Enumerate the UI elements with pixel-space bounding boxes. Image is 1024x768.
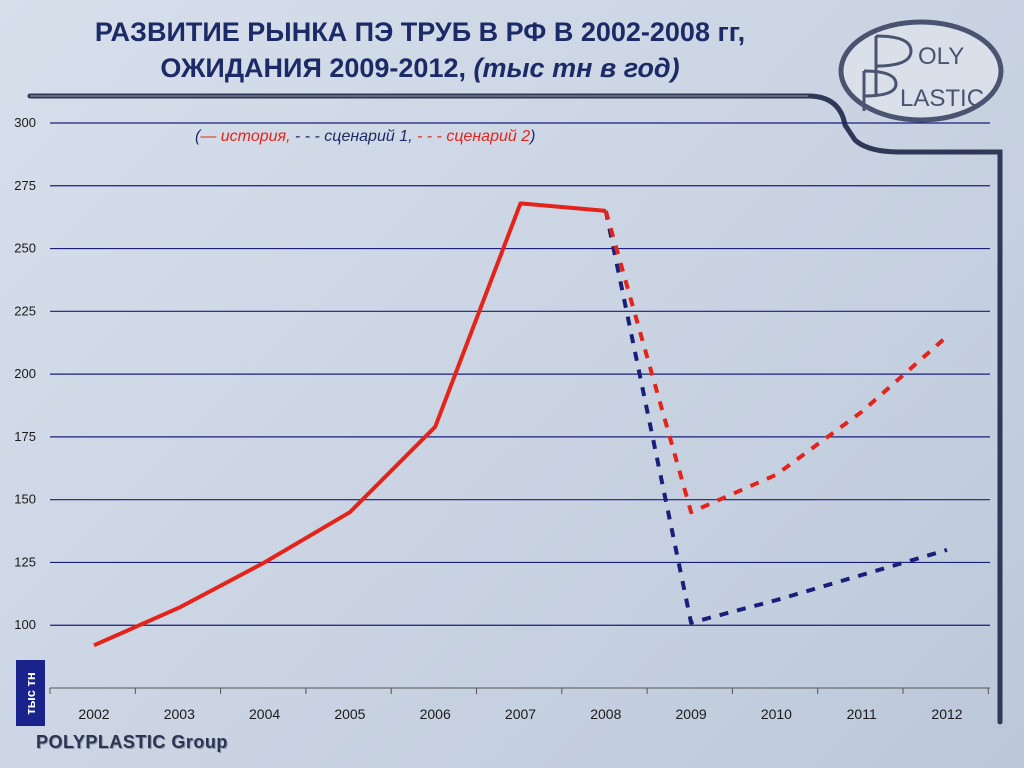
legend-history-label: история, (220, 128, 291, 145)
y-axis-label-box: тыс тн (16, 660, 45, 726)
series-line-3 (603, 210, 949, 515)
legend-scenario2-swatch: - - - (416, 128, 442, 145)
title-line-2: ОЖИДАНИЯ 2009-2012, (тыс тн в год) (20, 50, 820, 86)
footer-brand: POLYPLASTIC Group (36, 732, 228, 752)
legend-scenario1-label: сценарий 1, (324, 128, 413, 145)
grid-layer (50, 122, 990, 626)
y-tick-label-250: 250 (14, 241, 36, 256)
x-tick-label-2004: 2004 (249, 706, 280, 722)
page-title: РАЗВИТИЕ РЫНКА ПЭ ТРУБ В РФ В 2002-2008 … (20, 14, 820, 86)
y-axis-label: тыс тн (23, 671, 38, 715)
x-tick-label-2009: 2009 (676, 706, 707, 722)
legend-history-swatch: — (200, 128, 217, 145)
y-tick-label-175: 175 (14, 429, 36, 444)
legend-open: ( (195, 128, 201, 145)
logo-text-top: OLY (918, 43, 964, 70)
polyplastic-logo: OLY LASTIC (838, 19, 1004, 123)
x-tick-label-2007: 2007 (505, 706, 536, 722)
series-layer (93, 201, 949, 648)
legend-close: ) (530, 128, 536, 145)
legend-scenario2-label: сценарий 2 (446, 128, 531, 145)
x-tick-label-2012: 2012 (931, 706, 962, 722)
title-line-1: РАЗВИТИЕ РЫНКА ПЭ ТРУБ В РФ В 2002-2008 … (94, 17, 746, 47)
legend-scenario1-swatch: - - - (294, 128, 320, 145)
x-tick-label-2006: 2006 (420, 706, 451, 722)
x-tick-label-2011: 2011 (847, 706, 877, 722)
y-tick-label-125: 125 (14, 554, 36, 569)
y-tick-label-100: 100 (14, 617, 36, 632)
y-tick-label-225: 225 (14, 303, 36, 318)
title-unit: (тыс тн в год) (473, 53, 680, 83)
chart-legend: (— история, - - - сценарий 1, - - - сцен… (195, 128, 535, 146)
x-tick-label-2003: 2003 (164, 706, 195, 722)
y-tick-label-200: 200 (14, 366, 36, 381)
y-tick-label-300: 300 (14, 115, 36, 130)
y-tick-label-150: 150 (14, 492, 36, 507)
axis-layer: 100 125 150 175 200 225 250 275 300 2002 2003 2004 2… (14, 115, 990, 722)
title-line-2-main: ОЖИДАНИЯ 2009-2012, (160, 53, 466, 83)
series-line-1 (93, 201, 606, 648)
x-tick-label-2002: 2002 (78, 706, 109, 722)
y-tick-label-275: 275 (14, 178, 36, 193)
x-tick-label-2010: 2010 (761, 706, 792, 722)
series-line-2 (603, 210, 948, 625)
x-tick-label-2005: 2005 (334, 706, 365, 722)
logo-text-bottom: LASTIC (900, 85, 984, 112)
x-tick-label-2008: 2008 (590, 706, 621, 722)
